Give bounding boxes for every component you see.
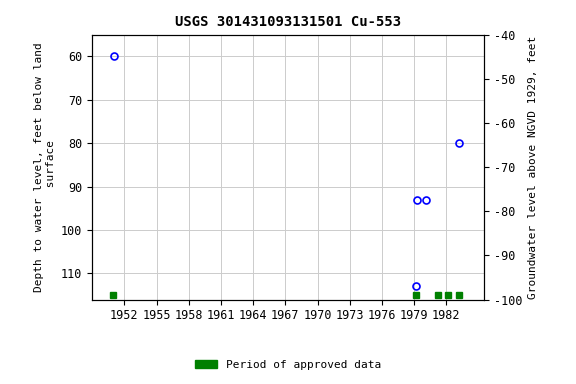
Title: USGS 301431093131501 Cu-553: USGS 301431093131501 Cu-553 bbox=[175, 15, 401, 29]
Legend: Period of approved data: Period of approved data bbox=[191, 356, 385, 375]
Y-axis label: Groundwater level above NGVD 1929, feet: Groundwater level above NGVD 1929, feet bbox=[528, 35, 537, 299]
Y-axis label: Depth to water level, feet below land
 surface: Depth to water level, feet below land su… bbox=[34, 42, 55, 292]
